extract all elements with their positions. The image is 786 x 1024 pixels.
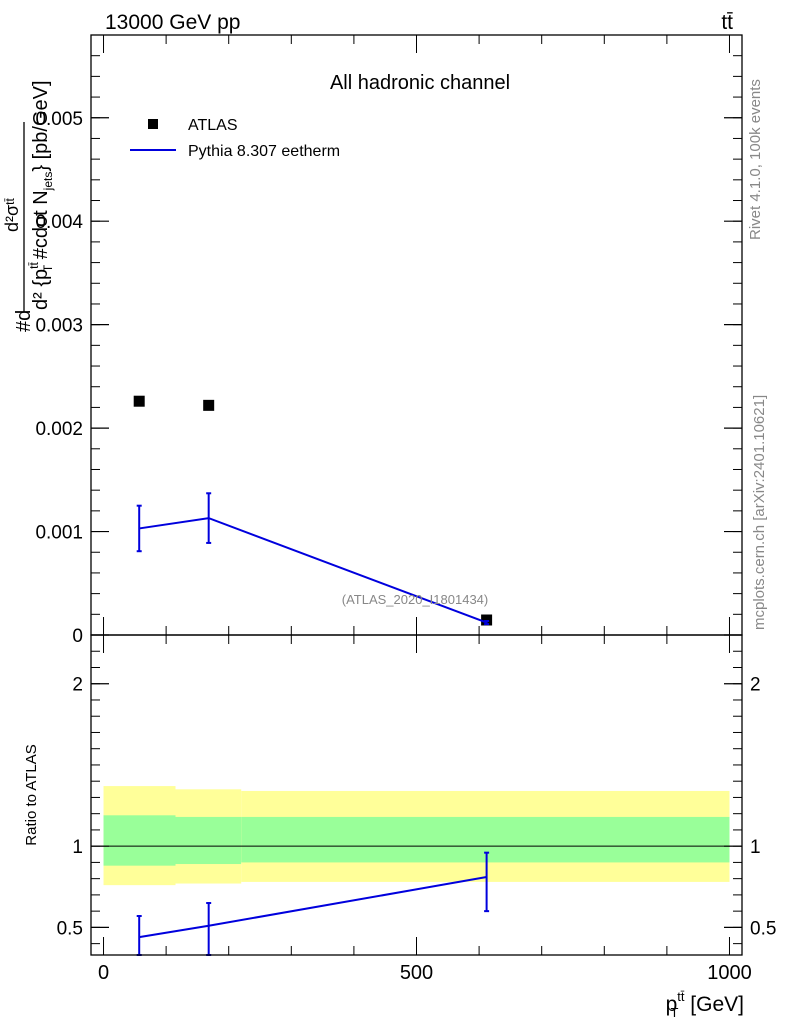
ratio-panel: 0.5 0.5 1 1 2 2 0 500 1000 Ratio to ATLAS ptt̄ T … <box>23 634 776 1020</box>
rivet-label: Rivet 4.1.0, 100k events <box>747 79 764 240</box>
main-ytick-label: 0.005 <box>35 109 83 130</box>
analysis-annotation: (ATLAS_2020_I1801434) <box>342 592 488 607</box>
legend-atlas-label: ATLAS <box>188 117 238 134</box>
ratio-xtick-label: 1000 <box>707 962 752 984</box>
ratio-ytick-label: 0.5 <box>57 918 83 939</box>
main-ytick-label: 0.003 <box>35 316 83 337</box>
main-panel: 0 0.001 0.002 0.003 0.004 0.005 All hadronic … <box>2 34 743 647</box>
atlas-point <box>481 614 493 626</box>
atlas-point <box>203 399 215 411</box>
main-ytick-label: 0.002 <box>35 419 83 440</box>
ratio-ytick-label-right: 0.5 <box>750 918 776 939</box>
ratio-ytick-label-right: 2 <box>750 675 761 696</box>
ratio-band-green <box>175 816 242 865</box>
ratio-frame <box>90 634 743 956</box>
mcplots-label: mcplots.cern.ch [arXiv:2401.10621] <box>751 395 768 630</box>
ratio-xlabel: ptt̄ T [GeV] <box>666 989 744 1020</box>
ratio-band-green <box>241 816 730 863</box>
ratio-xtick-label: 500 <box>400 962 433 984</box>
ratio-band-green <box>103 815 176 866</box>
main-title: All hadronic channel <box>330 72 510 94</box>
svg-text:d²σtt̄: d²σtt̄ <box>2 198 22 232</box>
legend: ATLAS Pythia 8.307 eetherm <box>130 117 340 160</box>
svg-text:d² {ptt̄T #cdot Njets} [pb/GeV: d² {ptt̄T #cdot Njets} [pb/GeV] <box>27 80 55 310</box>
svg-text:#d: #d <box>13 310 35 332</box>
main-ytick-label: 0.001 <box>35 523 83 544</box>
legend-pythia-label: Pythia 8.307 eetherm <box>188 143 340 160</box>
ratio-ylabel: Ratio to ATLAS <box>23 744 40 845</box>
ratio-pythia-line <box>139 876 487 939</box>
ratio-xtick-label: 0 <box>98 962 109 984</box>
main-ytick-label: 0.004 <box>35 212 83 233</box>
main-ticks: 0 0.001 0.002 0.003 0.004 0.005 <box>35 34 742 647</box>
ratio-ytick-label: 1 <box>72 837 83 858</box>
main-ytick-label: 0 <box>72 626 83 647</box>
ratio-ticks: 0.5 0.5 1 1 2 2 0 500 1000 <box>57 635 776 984</box>
header-left: 13000 GeV pp <box>105 11 240 34</box>
atlas-point <box>133 395 145 407</box>
header-right: tt̄ <box>721 11 733 34</box>
ratio-ytick-label: 2 <box>72 675 83 696</box>
ratio-ytick-label-right: 1 <box>750 837 761 858</box>
legend-atlas-marker <box>148 119 158 129</box>
main-ylabel: #d d²σtt̄ d² {ptt̄T #cdot Njets} [pb/GeV… <box>2 80 55 332</box>
